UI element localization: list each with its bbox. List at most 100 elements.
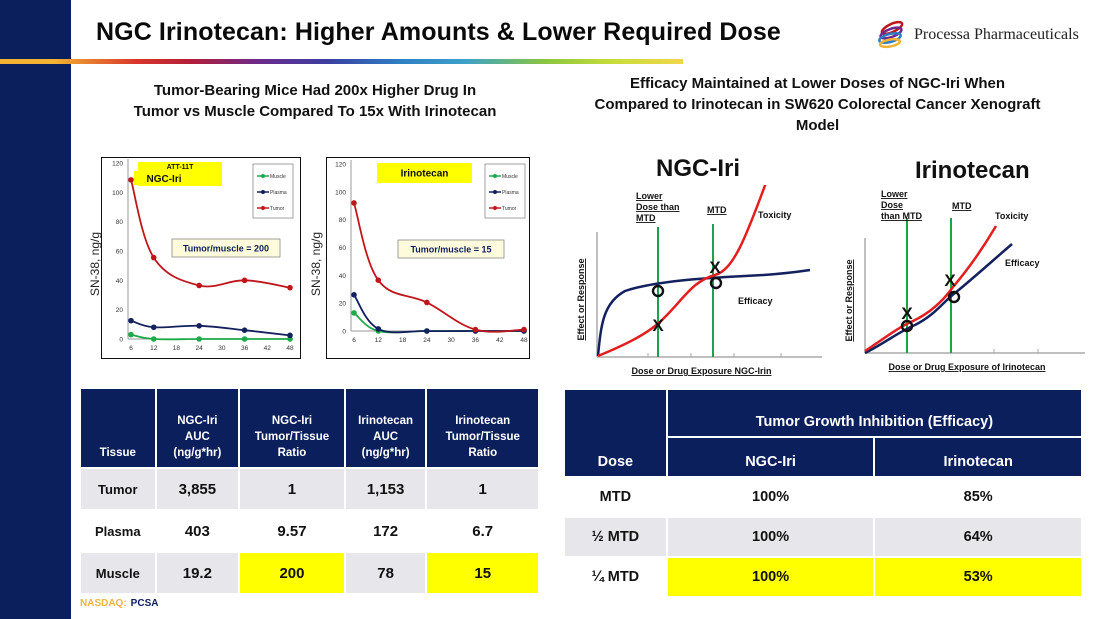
efficacy-table-group-header: Dose Tumor Growth Inhibition (Efficacy) [565, 390, 1081, 476]
mtd-label: MTD [707, 205, 727, 215]
pk-chart-ngc-iri: 0 20 40 60 80 100 120 6 12 18 24 30 36 42 48 ATT-11T NGC… [112, 159, 294, 352]
header-cell: Dose [565, 390, 666, 476]
header-cell: Irinotecan [875, 438, 1081, 476]
table-cell: 403 [156, 511, 239, 551]
header-cell: Irinotecan Tumor/Tissue Ratio [427, 389, 538, 467]
exchange-label: NASDAQ: [80, 598, 127, 609]
data-point-tumor [424, 299, 430, 306]
x-tick-label: 36 [241, 345, 249, 352]
header-line: Ratio [468, 447, 498, 459]
efficacy-marker-o [651, 284, 665, 298]
efficacy-curve [864, 243, 1013, 355]
rings-logo-icon [878, 20, 904, 49]
mtd-label: MTD [952, 201, 972, 211]
x-tick-label: 24 [423, 337, 431, 344]
chart-title: Irinotecan [401, 169, 449, 180]
data-point-muscle [128, 331, 134, 338]
table-cell: ½ MTD [565, 518, 666, 556]
table-row: Plasma 403 9.57 172 6.7 [81, 511, 538, 551]
table-cell: Muscle [81, 553, 155, 593]
y-tick-label: 100 [335, 189, 346, 196]
data-point-muscle [150, 336, 157, 342]
table-cell: 1,153 [345, 469, 426, 509]
toxicity-marker-x: X [901, 304, 913, 323]
toxicity-label: Toxicity [995, 211, 1028, 221]
table-cell: 3,855 [156, 469, 239, 509]
y-tick-label: 100 [112, 190, 123, 197]
right-subtitle-line: Efficacy Maintained at Lower Doses of NG… [629, 75, 1006, 92]
table-cell: 172 [345, 511, 426, 551]
y-tick-label: 60 [339, 245, 347, 252]
toxicity-marker-x: X [944, 271, 956, 290]
chart-title: NGC-Iri [147, 174, 182, 185]
table-row: Muscle 19.2 200 78 15 [81, 553, 538, 593]
page-title: NGC Irinotecan: Higher Amounts & Lower R… [96, 18, 781, 46]
efficacy-marker-o [947, 290, 961, 304]
lower-dose-label: Lower [881, 189, 908, 199]
efficacy-table-header: NGC-Iri Irinotecan [565, 438, 1081, 476]
data-point-plasma [196, 323, 202, 329]
chart-title-overlay: ATT-11T [167, 164, 194, 171]
legend-label: Muscle [270, 174, 286, 180]
header-cell: NGC-Iri AUC (ng/g*hr) [156, 389, 239, 467]
efficacy-curve [596, 268, 811, 357]
concept-title-irinotecan: Irinotecan [915, 157, 1030, 184]
data-point-tumor [196, 282, 202, 289]
ratio-annotation-box [171, 238, 281, 258]
data-point-plasma [351, 292, 357, 298]
x-tick-label: 42 [496, 337, 504, 344]
ratio-annotation: Tumor/muscle = 15 [410, 245, 491, 255]
lower-dose-label: MTD [636, 213, 656, 223]
x-tick-label: 18 [399, 337, 407, 344]
company-logo: Processa Pharmaceuticals [876, 20, 1079, 50]
data-point-tumor [241, 277, 248, 284]
highlighted-cell: 15 [427, 553, 538, 593]
table-cell: 64% [875, 518, 1081, 556]
auc-table: Tissue NGC-Iri AUC (ng/g*hr) NGC-Iri Tum… [79, 387, 540, 595]
table-row: MTD 100% 85% [565, 478, 1081, 516]
data-point-muscle [196, 336, 202, 342]
header-cell: NGC-Iri Tumor/Tissue Ratio [240, 389, 344, 467]
x-tick-label: 30 [218, 345, 226, 352]
ticker-symbol: PCSA [130, 598, 159, 609]
lower-dose-label: than MTD [881, 211, 922, 221]
y-axis-label: SN-38, ng/g [309, 231, 323, 296]
x-tick-label: 6 [129, 345, 133, 352]
pk-chart-ngc-iri-panel: 0 20 40 60 80 100 120 6 12 18 24 30 36 42 48 ATT-11T NGC… [101, 157, 301, 359]
header-line: Tissue [99, 447, 136, 459]
toxicity-marker-x: X [652, 316, 664, 335]
x-axis-label: Dose or Drug Exposure NGC-Irin [631, 366, 771, 376]
y-tick-label: 0 [342, 329, 346, 336]
header-line: Tumor/Tissue [254, 431, 330, 443]
pk-chart-irinotecan: 0 20 40 60 80 100 120 6 12 18 24 30 36 42 48 Irinotecan… [335, 160, 528, 344]
header-line: AUC [373, 431, 399, 443]
auc-table-header: Tissue NGC-Iri AUC (ng/g*hr) NGC-Iri Tum… [81, 389, 538, 467]
table-cell: 85% [875, 478, 1081, 516]
data-point-tumor [472, 326, 479, 333]
header-line: AUC [184, 431, 210, 443]
left-subtitle: Tumor-Bearing Mice Had 200x Higher Drug … [95, 80, 535, 122]
header-cell: NGC-Iri [667, 438, 874, 476]
right-subtitle-line: Model [795, 117, 840, 134]
ratio-annotation-box [397, 239, 505, 259]
efficacy-marker-o [900, 319, 914, 333]
table-cell: ¼ MTD [565, 558, 666, 596]
header-line: (ng/g*hr) [361, 447, 410, 459]
data-point-muscle [351, 310, 357, 316]
legend-label: Tumor [502, 206, 517, 212]
data-point-tumor [521, 326, 527, 333]
table-cell: 9.57 [240, 511, 344, 551]
y-tick-label: 0 [119, 337, 123, 344]
series-line-tumor [353, 202, 525, 333]
y-axis-label: SN-38, ng/g [88, 231, 102, 296]
x-axis-label: Dose or Drug Exposure of Irinotecan [888, 362, 1045, 372]
x-tick-label: 12 [375, 337, 383, 344]
table-row: ¼ MTD 100% 53% [565, 558, 1081, 596]
y-tick-label: 120 [335, 162, 346, 169]
y-tick-label: 80 [116, 219, 124, 226]
table-cell: 1 [427, 469, 538, 509]
toxicity-curve [597, 185, 767, 358]
x-tick-label: 48 [520, 337, 528, 344]
right-subtitle-line: Compared to Irinotecan in SW620 Colorect… [594, 96, 1041, 113]
